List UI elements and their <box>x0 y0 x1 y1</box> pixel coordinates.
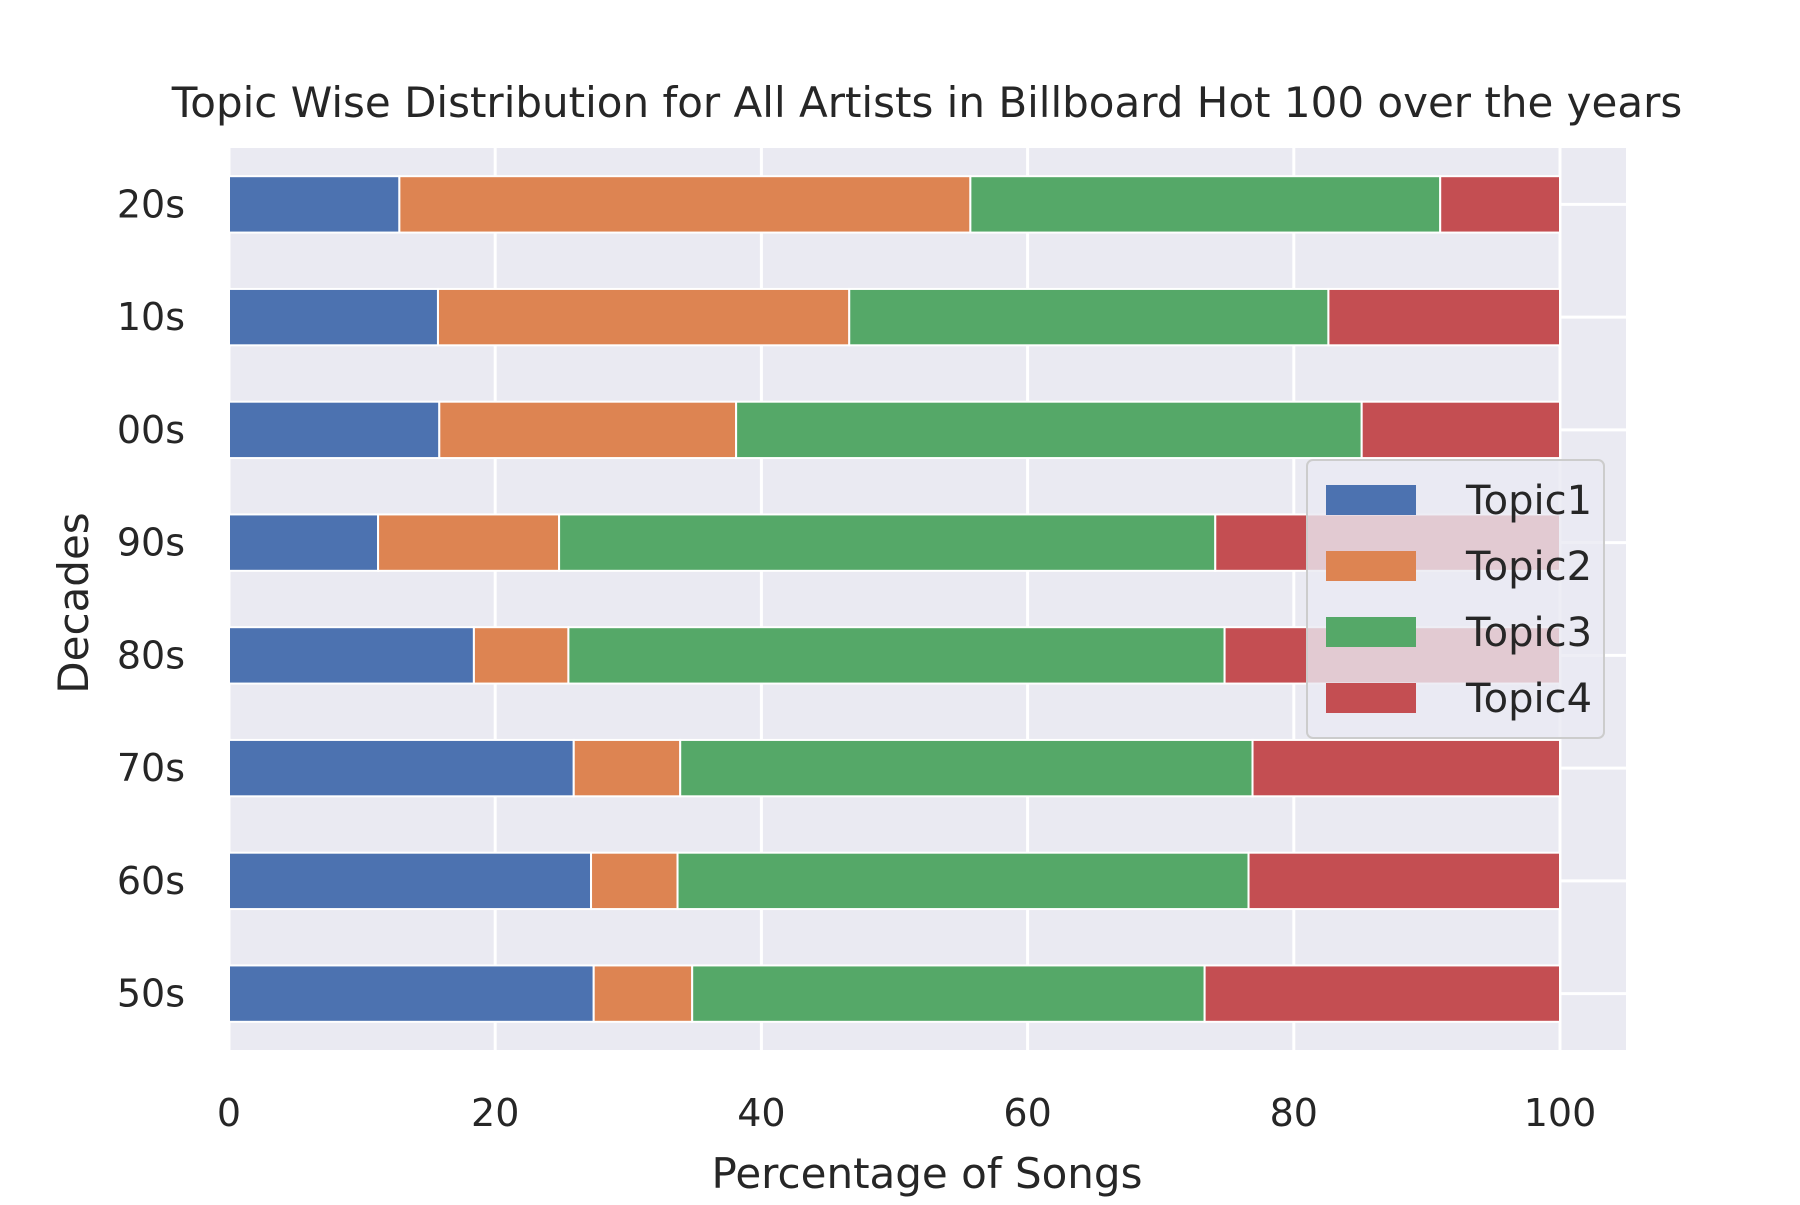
x-tick-label: 100 <box>1524 1091 1597 1135</box>
y-tick-label: 10s <box>117 295 185 339</box>
legend-label: Topic1 <box>1465 478 1592 524</box>
bar-topic4-50s <box>1203 964 1562 1023</box>
bar-topic2-20s <box>398 175 972 234</box>
bar-topic1-10s <box>228 287 439 347</box>
bar-topic4-20s <box>1439 175 1561 234</box>
y-tick-label: 80s <box>117 633 185 677</box>
bar-topic2-50s <box>592 964 694 1023</box>
bar-topic2-60s <box>590 851 679 911</box>
y-axis-label: Decades <box>49 512 98 693</box>
legend-box <box>1306 459 1605 739</box>
bar-topic3-60s <box>676 851 1250 911</box>
x-tick-label: 80 <box>1270 1091 1318 1135</box>
bar-topic1-90s <box>228 513 380 572</box>
bar-topic4-70s <box>1251 738 1561 798</box>
legend-label: Topic4 <box>1465 676 1592 722</box>
y-tick-label: 70s <box>117 746 185 790</box>
legend: Topic1 Topic2 Topic3 Topic4 <box>1306 459 1605 739</box>
x-tick-label: 0 <box>217 1091 241 1135</box>
bar-topic3-00s <box>735 400 1363 460</box>
chart-title: Topic Wise Distribution for All Artists … <box>171 78 1683 127</box>
legend-swatch-topic2 <box>1326 551 1416 581</box>
bar-topic2-70s <box>572 738 682 798</box>
x-tick-labels: 0 20 40 60 80 100 <box>217 1091 1596 1135</box>
legend-swatch-topic4 <box>1326 683 1416 713</box>
bar-topic2-10s <box>436 287 851 347</box>
bar-topic3-10s <box>848 287 1330 347</box>
bar-topic3-20s <box>969 175 1442 234</box>
legend-items: Topic1 Topic2 Topic3 Topic4 <box>1326 478 1592 722</box>
bar-topic1-60s <box>228 851 593 911</box>
bar-topic3-70s <box>679 738 1254 798</box>
bar-topic4-60s <box>1247 851 1562 911</box>
y-tick-label: 20s <box>117 182 185 226</box>
bar-topic2-80s <box>472 626 570 685</box>
legend-label: Topic3 <box>1465 610 1592 656</box>
x-tick-label: 20 <box>471 1091 519 1135</box>
legend-label: Topic2 <box>1465 544 1592 590</box>
x-axis-label: Percentage of Songs <box>712 1149 1143 1198</box>
x-tick-label: 40 <box>737 1091 785 1135</box>
y-tick-labels: 50s 60s 70s 80s 90s 00s 10s 20s <box>117 182 185 1015</box>
legend-swatch-topic1 <box>1326 485 1416 515</box>
bar-topic3-50s <box>691 964 1206 1023</box>
bar-topic1-00s <box>228 400 441 460</box>
bar-topic2-00s <box>438 400 738 460</box>
y-tick-label: 50s <box>117 972 185 1016</box>
bar-topic4-00s <box>1360 400 1562 460</box>
bar-topic3-80s <box>567 626 1226 685</box>
x-tick-label: 60 <box>1003 1091 1051 1135</box>
bar-topic2-90s <box>377 513 561 572</box>
bar-topic1-50s <box>228 964 595 1023</box>
bar-topic1-70s <box>228 738 575 798</box>
y-tick-label: 60s <box>117 859 185 903</box>
bar-topic4-10s <box>1327 287 1561 347</box>
legend-swatch-topic3 <box>1326 617 1416 647</box>
bar-topic3-90s <box>558 513 1217 572</box>
bar-topic1-80s <box>228 626 475 685</box>
bar-topic1-20s <box>228 175 401 234</box>
y-tick-label: 00s <box>117 408 185 452</box>
y-tick-label: 90s <box>117 521 185 565</box>
